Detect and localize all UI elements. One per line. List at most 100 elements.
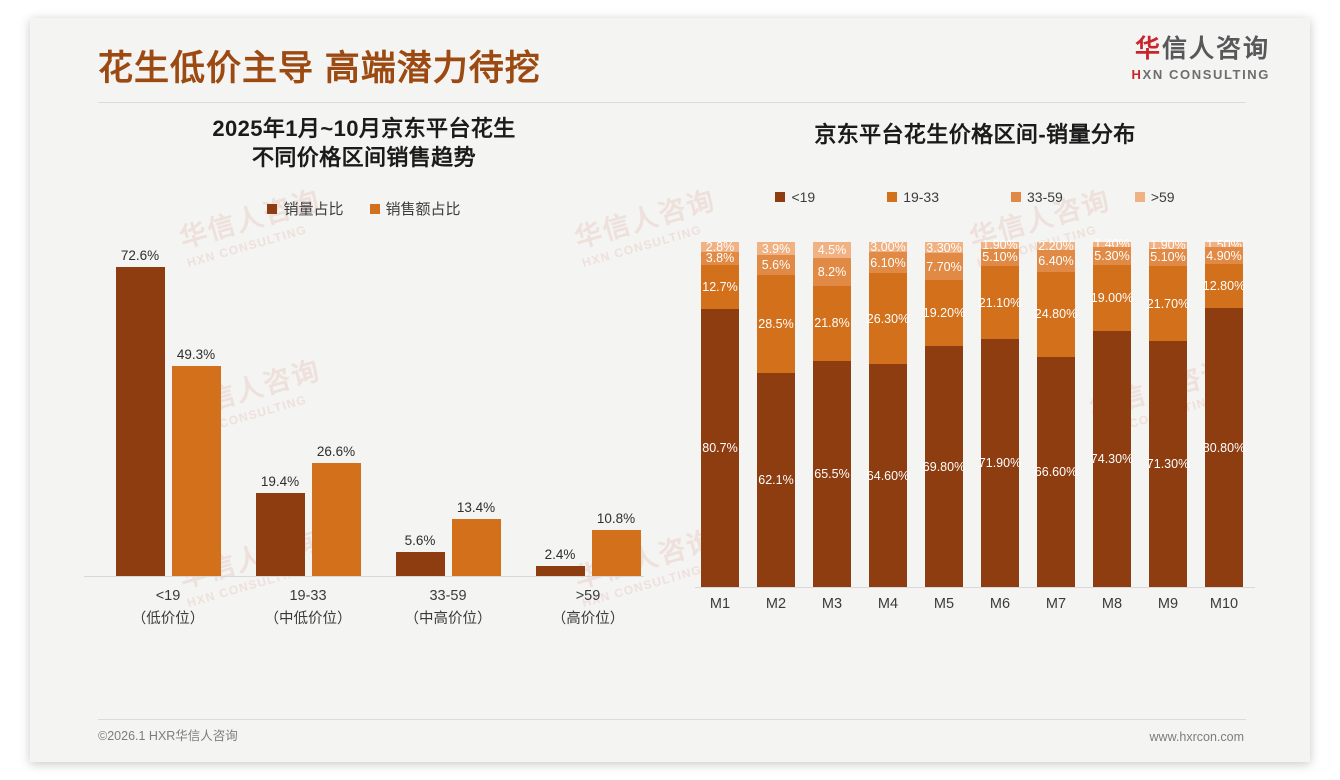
stack-segment: 5.6% bbox=[757, 255, 795, 275]
grouped-bar-plot: 72.6% 49.3% 19.4% 26.6% bbox=[84, 236, 644, 578]
x-axis-label-main: 33-59 bbox=[429, 588, 467, 605]
bar-value-label: 13.4% bbox=[456, 500, 496, 516]
bar-rect bbox=[255, 493, 305, 577]
stack-value-label: 19.00% bbox=[1090, 290, 1134, 305]
stacked-bar[interactable]: 1.50% 4.90% 12.80% 80.80% bbox=[1202, 238, 1246, 588]
stacked-bar[interactable]: 3.00% 6.10% 26.30% 64.60% bbox=[866, 240, 910, 588]
bar-item[interactable]: 10.8% bbox=[591, 236, 641, 577]
bar-item[interactable]: 19.4% bbox=[255, 236, 305, 577]
x-axis-label: 19-33 （中低价位） bbox=[248, 585, 368, 630]
x-axis-label-sub: （低价位） bbox=[131, 610, 205, 627]
x-axis-label: 33-59 （中高价位） bbox=[388, 585, 508, 630]
stack-segment: 64.60% bbox=[866, 364, 910, 588]
bar-group: 5.6% 13.4% bbox=[388, 236, 508, 577]
bar-item[interactable]: 49.3% bbox=[171, 236, 221, 577]
bar-value-label: 5.6% bbox=[404, 533, 436, 549]
x-axis-label: M3 bbox=[821, 596, 843, 613]
stack-value-label: 21.8% bbox=[814, 316, 850, 331]
stacked-bar[interactable]: 3.30% 7.70% 19.20% 69.80% bbox=[922, 241, 966, 588]
x-axis-label: M2 bbox=[765, 596, 787, 613]
chart-title-left: 2025年1月~10月京东平台花生 不同价格区间销售趋势 bbox=[64, 114, 664, 172]
stack-segment: 71.30% bbox=[1146, 341, 1190, 588]
x-axis-label: M1 bbox=[709, 596, 731, 613]
legend-swatch-icon bbox=[1134, 192, 1145, 203]
logo-english-text: HXN CONSULTING bbox=[1132, 67, 1270, 82]
stack-segment: 6.10% bbox=[869, 252, 907, 274]
stack-segment: 21.70% bbox=[1147, 266, 1189, 342]
bar-value-label: 19.4% bbox=[260, 474, 300, 490]
x-axis-label: M10 bbox=[1209, 596, 1239, 613]
stack-value-label: 19.20% bbox=[922, 306, 966, 321]
bar-rect bbox=[451, 519, 501, 577]
x-axis-line bbox=[695, 587, 1255, 589]
stack-segment: 19.00% bbox=[1090, 265, 1134, 331]
legend-swatch-icon bbox=[267, 203, 278, 214]
stacked-bar[interactable]: 4.5% 8.2% 21.8% 65.5% bbox=[813, 242, 851, 588]
logo-en-h: H bbox=[1131, 66, 1143, 82]
footer-website: www.hxrcon.com bbox=[1149, 730, 1244, 744]
logo-chinese-text: 华信人咨询 bbox=[1132, 35, 1270, 64]
stack-segment: 74.30% bbox=[1091, 330, 1133, 588]
bar-item[interactable]: 72.6% bbox=[115, 236, 165, 577]
legend-swatch-icon bbox=[1011, 192, 1021, 203]
stack-value-label: 3.9% bbox=[761, 241, 791, 256]
stack-segment: 12.80% bbox=[1203, 264, 1245, 309]
page-title: 花生低价主导 高端潜力待挖 bbox=[98, 49, 541, 88]
slide-frame: 华信人咨询 HXN CONSULTING 华信人咨询 HXN CONSULTING … bbox=[30, 18, 1310, 762]
bar-rect bbox=[311, 463, 361, 577]
legend-item-band-19-33: 19-33 bbox=[887, 189, 939, 205]
bar-rect bbox=[591, 530, 641, 577]
stack-segment: 21.10% bbox=[978, 266, 1022, 339]
x-axis-month-labels: M1 M2 M3 M4 M5 M6 M7 M8 M9 M10 bbox=[695, 588, 1255, 618]
bar-value-label: 49.3% bbox=[176, 347, 216, 363]
legend-item-revenue-share: 销售额占比 bbox=[369, 198, 461, 219]
stack-segment: 2.8% bbox=[701, 240, 739, 254]
header-divider bbox=[98, 102, 1246, 103]
bar-item[interactable]: 2.4% bbox=[535, 236, 585, 577]
x-axis-label: M5 bbox=[933, 596, 955, 613]
stacked-bar[interactable]: 2.20% 6.40% 24.80% 66.60% bbox=[1034, 239, 1078, 588]
stack-value-label: 64.60% bbox=[866, 468, 910, 483]
chart-panel-left: 2025年1月~10月京东平台花生 不同价格区间销售趋势 销量占比 销售额占比 … bbox=[64, 114, 664, 704]
x-axis-label: <19 （低价位） bbox=[108, 585, 228, 630]
chart-panel-right: 京东平台花生价格区间-销量分布 <19 19-33 33-59 >59 2 bbox=[670, 114, 1280, 704]
stack-segment: 3.30% bbox=[925, 241, 963, 255]
bar-item[interactable]: 26.6% bbox=[311, 236, 361, 577]
company-logo: 华信人咨询 HXN CONSULTING bbox=[1132, 35, 1270, 82]
x-axis-label: >59 （高价位） bbox=[528, 585, 648, 630]
stack-value-label: 62.1% bbox=[758, 473, 794, 488]
legend-label: 33-59 bbox=[1027, 189, 1063, 206]
stack-value-label: 80.7% bbox=[702, 440, 738, 455]
stack-value-label: 80.80% bbox=[1202, 440, 1246, 455]
bar-rect bbox=[115, 267, 165, 577]
stack-value-label: 71.30% bbox=[1146, 457, 1190, 472]
stack-segment: 66.60% bbox=[1034, 357, 1078, 588]
stacked-bar[interactable]: 1.90% 5.10% 21.10% 71.90% bbox=[978, 238, 1022, 588]
stacked-bar[interactable]: 2.8% 3.8% 12.7% 80.7% bbox=[701, 240, 739, 588]
bar-item[interactable]: 5.6% bbox=[395, 236, 445, 577]
stack-value-label: 6.10% bbox=[870, 255, 906, 270]
stack-value-label: 21.10% bbox=[978, 295, 1022, 310]
legend-left: 销量占比 销售额占比 bbox=[64, 198, 664, 219]
x-axis-label: M4 bbox=[877, 596, 899, 613]
stack-segment: 5.10% bbox=[1149, 248, 1187, 267]
stack-segment: 4.90% bbox=[1205, 247, 1243, 265]
stack-value-label: 5.10% bbox=[1150, 250, 1186, 265]
stack-segment: 7.70% bbox=[925, 253, 963, 280]
bar-value-label: 72.6% bbox=[120, 248, 160, 264]
x-axis-label: M9 bbox=[1157, 596, 1179, 613]
stack-value-label: 12.7% bbox=[702, 279, 738, 294]
x-axis-label-main: >59 bbox=[575, 588, 601, 605]
legend-swatch-icon bbox=[369, 203, 380, 214]
stacked-bar[interactable]: 3.9% 5.6% 28.5% 62.1% bbox=[757, 241, 795, 588]
stack-value-label: 66.60% bbox=[1034, 465, 1078, 480]
footer-divider bbox=[98, 719, 1246, 720]
legend-swatch-icon bbox=[775, 192, 786, 203]
stack-segment: 5.30% bbox=[1093, 246, 1131, 266]
logo-en-rest: XN CONSULTING bbox=[1142, 66, 1270, 82]
legend-label: 销量占比 bbox=[283, 201, 344, 219]
stack-segment: 4.5% bbox=[813, 242, 851, 258]
stacked-bar[interactable]: 1.40% 5.30% 19.00% 74.30% bbox=[1090, 237, 1134, 588]
bar-item[interactable]: 13.4% bbox=[451, 236, 501, 577]
stacked-bar[interactable]: 1.90% 5.10% 21.70% 71.30% bbox=[1146, 238, 1190, 588]
